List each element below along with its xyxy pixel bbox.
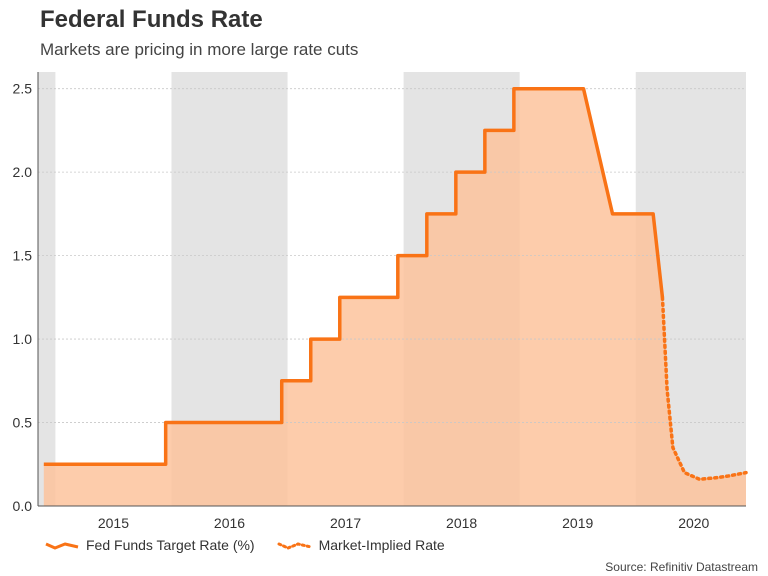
y-tick-label: 1.0	[13, 331, 33, 347]
source-note: Source: Refinitiv Datastream	[605, 560, 758, 574]
y-tick-label: 2.5	[13, 81, 33, 97]
dotted-line-swatch	[277, 542, 313, 550]
solid-line-swatch	[45, 542, 79, 550]
chart-subtitle: Markets are pricing in more large rate c…	[40, 40, 359, 59]
legend-label-fed-rate: Fed Funds Target Rate (%)	[86, 537, 255, 553]
x-tick-label: 2016	[214, 515, 245, 531]
legend-item-fed-rate: Fed Funds Target Rate (%)	[44, 537, 255, 553]
x-tick-label: 2019	[562, 515, 593, 531]
y-tick-label: 2.0	[13, 164, 33, 180]
market-implied-rate-line	[660, 295, 748, 482]
rate-area-fill	[43, 88, 746, 506]
legend: Fed Funds Target Rate (%) Market-Implied…	[44, 537, 467, 553]
x-tick-label: 2017	[330, 515, 361, 531]
y-tick-label: 1.5	[13, 248, 33, 264]
shaded-year-band-0	[38, 72, 56, 506]
x-tick-label: 2015	[98, 515, 129, 531]
chart-title: Federal Funds Rate	[40, 6, 263, 33]
fed-funds-target-rate-line	[43, 86, 665, 467]
y-tick-label: 0.5	[13, 415, 33, 431]
x-tick-label: 2020	[678, 515, 709, 531]
legend-label-market-implied: Market-Implied Rate	[318, 537, 445, 553]
x-tick-label: 2018	[446, 515, 477, 531]
legend-item-market-implied: Market-Implied Rate	[277, 537, 445, 553]
y-tick-label: 0.0	[13, 498, 33, 514]
